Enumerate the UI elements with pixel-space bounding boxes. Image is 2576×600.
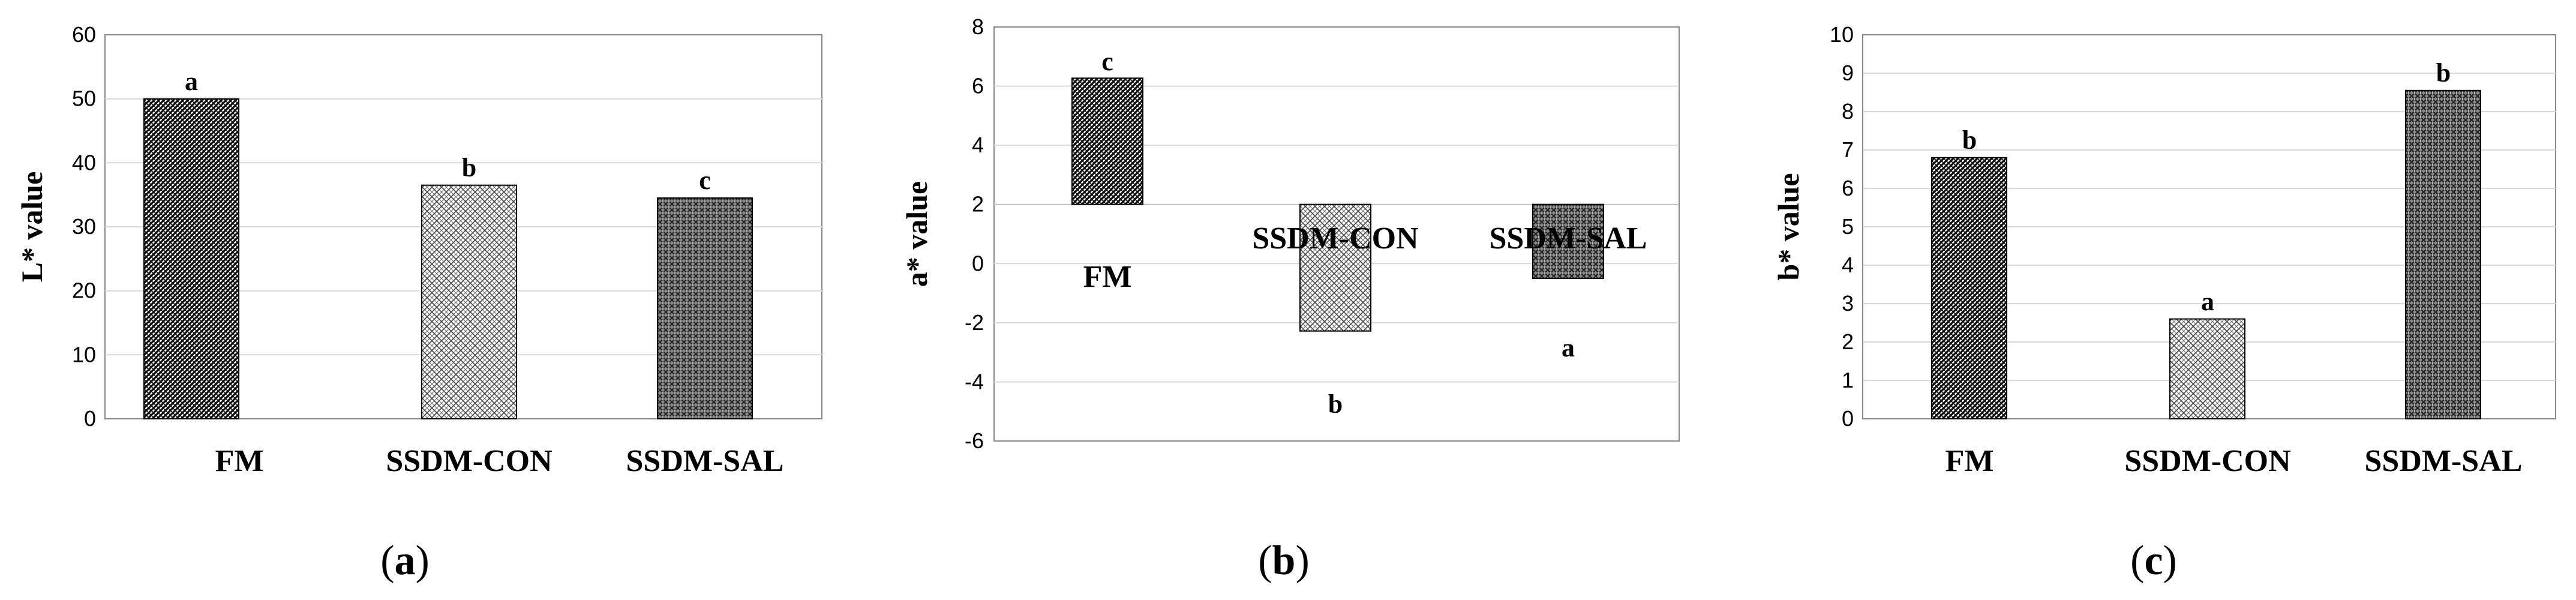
significance-letter: a	[1562, 333, 1575, 362]
panel-label-b: (b)	[1258, 538, 1310, 584]
y-tick-label: -4	[965, 369, 984, 394]
y-tick-label: 10	[1830, 22, 1854, 47]
y-tick-label: 6	[972, 74, 984, 98]
y-ticks-a: 0 10 20 30 40 50 60	[72, 22, 96, 431]
bar-fm-c	[1931, 157, 2007, 419]
y-tick-label: 50	[72, 86, 96, 111]
significance-letter: b	[1328, 389, 1343, 419]
y-ticks-c: 0 1 2 3 4 5 6 7 8 9 10	[1830, 22, 1854, 431]
significance-letter: a	[185, 67, 198, 96]
category-label: SSDM-SAL	[1490, 221, 1647, 256]
category-label: SSDM-CON	[2124, 444, 2290, 478]
y-tick-label: 10	[72, 342, 96, 367]
y-tick-label: -2	[965, 310, 984, 335]
panel-label-a: (a)	[380, 538, 430, 584]
y-tick-label: 6	[1842, 176, 1854, 200]
y-tick-label: 20	[72, 278, 96, 303]
y-tick-label: 4	[1842, 253, 1854, 277]
bar-ssdm-sal-b	[1532, 203, 1604, 280]
y-axis-label-b: a* value	[900, 181, 933, 287]
chart-panel-a: 0 10 20 30 40 50 60 L* value a b c FM SS…	[15, 22, 822, 584]
significance-letter: c	[1101, 47, 1113, 76]
y-tick-label: 4	[972, 133, 984, 157]
y-tick-label: 0	[1842, 406, 1854, 431]
bar-fm-a	[143, 98, 239, 419]
bar-fm-b	[1071, 77, 1143, 205]
y-tick-label: 1	[1842, 368, 1854, 392]
significance-letter: b	[2436, 58, 2451, 88]
y-ticks-b: -6 -4 -2 0 2 4 6 8	[965, 14, 984, 453]
category-label: FM	[1945, 444, 1994, 478]
y-tick-label: 8	[972, 14, 984, 39]
bar-ssdm-con-a	[421, 184, 517, 419]
y-tick-label: 0	[84, 406, 96, 431]
y-tick-label: 2	[972, 192, 984, 217]
y-tick-label: 0	[972, 251, 984, 275]
y-tick-label: 8	[1842, 99, 1854, 124]
bar-ssdm-con-b	[1299, 203, 1371, 332]
category-label: SSDM-SAL	[2365, 444, 2523, 478]
bar-ssdm-con-c	[2169, 318, 2245, 419]
y-tick-label: 40	[72, 150, 96, 175]
y-tick-label: 3	[1842, 291, 1854, 316]
y-tick-label: 7	[1842, 137, 1854, 162]
y-axis-label-c: b* value	[1772, 173, 1805, 280]
y-axis-label-a: L* value	[15, 172, 49, 283]
category-label: SSDM-CON	[386, 444, 552, 478]
y-tick-label: 30	[72, 214, 96, 239]
chart-panel-c: 0 1 2 3 4 5 6 7 8 9 10 b* value b a b FM…	[1772, 22, 2556, 584]
category-label: FM	[1083, 260, 1132, 294]
significance-letter: a	[2201, 287, 2214, 316]
y-tick-label: 5	[1842, 214, 1854, 239]
chart-panel-b: -6 -4 -2 0 2 4 6 8 a* value c b a FM SSD…	[900, 14, 1680, 584]
y-tick-label: 60	[72, 22, 96, 47]
panel-letter: c	[2144, 538, 2163, 584]
y-tick-label: -6	[965, 428, 984, 453]
category-label: FM	[215, 444, 264, 478]
significance-letter: c	[699, 166, 711, 195]
panel-letter: b	[1272, 538, 1296, 584]
bar-ssdm-sal-a	[657, 197, 753, 419]
significance-letter: b	[462, 153, 476, 182]
category-label: SSDM-CON	[1252, 221, 1418, 256]
category-label: SSDM-SAL	[626, 444, 784, 478]
panel-label-c: (c)	[2130, 538, 2177, 584]
panel-letter: a	[395, 538, 416, 584]
significance-letter: b	[1962, 125, 1977, 155]
bar-ssdm-sal-c	[2405, 89, 2481, 420]
y-tick-label: 2	[1842, 329, 1854, 354]
y-tick-label: 9	[1842, 61, 1854, 85]
